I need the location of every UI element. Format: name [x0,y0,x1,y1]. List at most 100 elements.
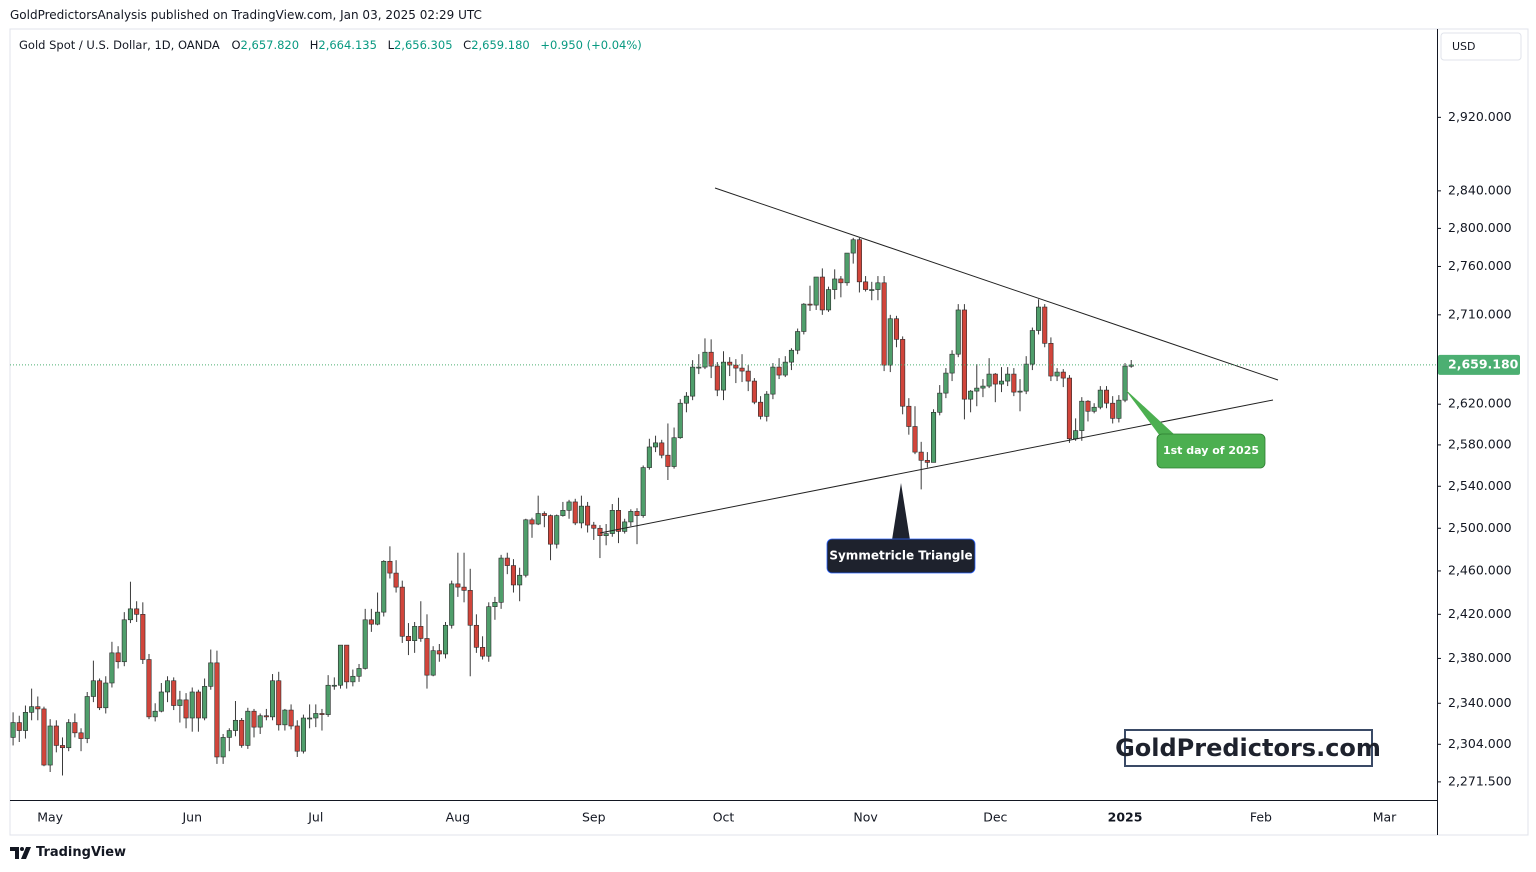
candle-body [208,662,214,687]
brand-logo [10,847,31,859]
candle-body [127,608,133,621]
candle-body [78,732,84,739]
candle-body [1116,399,1122,419]
candle-body [961,309,967,400]
candle-body [856,239,862,283]
x-tick-label: Oct [713,810,735,825]
candle-body [968,390,974,400]
legend-key: H [309,38,319,52]
candle-body [121,619,127,663]
candle-body [622,521,628,532]
candle-body [671,437,677,467]
candle-body [1085,400,1091,412]
candle-body [998,380,1005,385]
candle-body [189,691,195,719]
callout-text: Symmetricle Triangle [829,549,972,563]
symbol-name: Gold Spot / U.S. Dollar, 1D, OANDA [19,38,220,52]
candle-body [140,614,146,660]
candle-body [29,706,35,713]
candle-body [665,454,671,467]
candle-body [918,451,924,461]
candle-body [195,691,201,719]
candle-body [109,652,115,684]
candle-body [449,583,455,626]
candle-body [955,309,961,355]
candle-body [924,460,930,463]
candle-body [906,405,912,427]
candle-body [795,331,801,351]
watermark-box [1124,729,1373,767]
legend-key: O [231,38,241,52]
candle-body [1048,343,1054,377]
candle-body [597,527,603,536]
candle-body [523,519,529,576]
candle-body [165,680,171,693]
candle-body [813,276,819,306]
legend-value: 2,657.820 [240,38,300,52]
candle-body [819,276,825,311]
candle-body [850,239,856,254]
candle-body [1054,371,1060,377]
candle-body [245,710,251,746]
legend-key: L [387,38,394,52]
candle-body [97,680,103,709]
legend-change: +0.950 (+0.04%) [540,38,642,52]
candle-body [1097,389,1103,408]
candle-body [937,392,943,413]
candle-body [300,717,306,752]
candle-body [634,511,640,516]
candle-body [1110,402,1116,419]
candle-body [900,339,906,407]
candle-body [764,393,770,417]
candle-body [1060,371,1066,379]
candle-body [943,372,949,394]
candle-body [733,364,739,369]
candle-body [152,710,158,718]
candle-body [720,361,727,391]
candle-body [1011,373,1017,393]
candle-body [603,533,609,536]
x-tick-label: Nov [853,810,878,825]
candle-body [22,712,28,731]
candle-body [881,282,887,366]
candle-body [1005,373,1011,382]
candle-body [585,505,591,526]
candle-body [350,675,356,683]
chart-frame [9,28,1529,836]
candle-body [368,619,374,625]
candle-body [554,515,560,545]
x-tick-label: 2025 [1108,810,1143,825]
candle-body [1079,400,1085,431]
candle-body [1036,306,1042,331]
candle-body [696,366,702,369]
candle-body [653,442,659,448]
x-tick-label: Mar [1373,810,1397,825]
candle-body [782,361,788,376]
candle-body [578,505,584,524]
candle-body [869,289,875,291]
candle-body [566,501,572,511]
candle-body [628,511,634,523]
candle-body [974,387,980,392]
candle-body [239,719,245,746]
brand-name: TradingView [36,845,127,860]
candle-body [535,513,541,525]
candle-body [424,638,430,676]
candle-body [146,659,152,718]
candle-body [84,696,90,739]
y-tick-label: 2,380.000 [1448,650,1512,665]
candle-body [517,574,523,586]
candle-body [251,710,257,728]
currency-box[interactable] [1440,32,1522,61]
publish-header: GoldPredictorsAnalysis published on Trad… [10,8,482,22]
candle-body [986,373,992,387]
candle-body [887,318,893,366]
plot [10,237,1134,776]
candle-body [381,560,387,613]
candle-body [548,515,554,545]
watermark: GoldPredictors.com [1115,734,1381,762]
candle-body [1122,365,1128,401]
candle-body [498,557,504,603]
candle-body [541,513,547,516]
callout-text: 1st day of 2025 [1163,444,1259,457]
